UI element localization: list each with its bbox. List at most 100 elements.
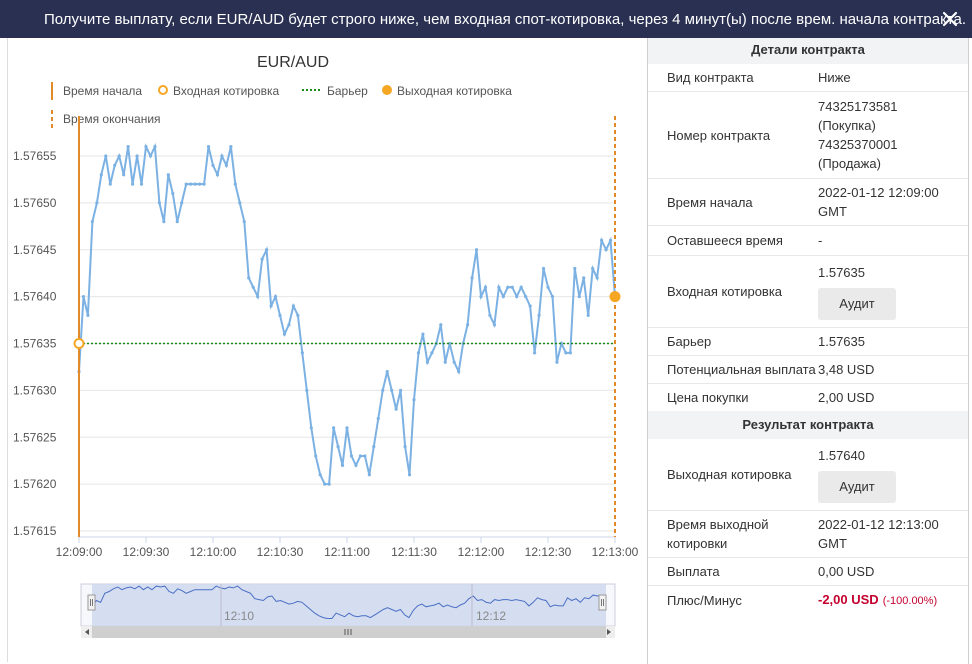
- exit-audit-button[interactable]: Аудит: [818, 471, 896, 503]
- x-tick-label: 12:09:00: [56, 545, 103, 559]
- price-point: [550, 295, 555, 299]
- price-point: [175, 220, 179, 224]
- price-point: [524, 295, 528, 299]
- price-point: [291, 304, 295, 308]
- detail-value: 1.57635: [818, 334, 865, 349]
- detail-label: Вид контракта: [667, 70, 754, 85]
- price-point: [421, 332, 425, 336]
- panel-right-border: [968, 38, 969, 664]
- price-point: [412, 398, 416, 402]
- price-point: [189, 182, 193, 186]
- close-button[interactable]: [936, 6, 964, 32]
- detail-label: Цена покупки: [667, 390, 749, 405]
- exit-spot-legend-icon: [382, 85, 392, 95]
- detail-label: Входная котировка: [667, 284, 783, 299]
- legend-exit-spot: Выходная котировка: [397, 84, 512, 98]
- detail-row-remaining-time: Оставшееся время -: [648, 226, 968, 256]
- close-icon: [942, 11, 958, 27]
- navigator-label-1210: 12:10: [224, 609, 254, 623]
- y-tick-label: 1.57655: [13, 149, 57, 163]
- contract-id-sell: 74325370001: [818, 137, 898, 152]
- detail-row-start-time: Время начала 2022-01-12 12:09:00 GMT: [648, 179, 968, 226]
- detail-value: -: [818, 233, 823, 248]
- price-point: [153, 145, 157, 149]
- navigator-right-handle[interactable]: [598, 594, 607, 611]
- price-point: [90, 220, 94, 224]
- price-point: [577, 295, 581, 299]
- profit-loss-percent: (-100.00%): [882, 594, 938, 607]
- navigator-left-handle[interactable]: [87, 594, 96, 611]
- detail-label: Потенциальная выплата: [667, 362, 816, 377]
- detail-row-contract-number: Номер контракта 74325173581 (Покупка) 74…: [648, 92, 968, 179]
- y-axis: 1.57655 1.57650 1.57645 1.57640 1.57635 1.576…: [13, 149, 57, 538]
- price-point: [573, 266, 577, 271]
- price-point: [528, 304, 532, 308]
- price-point: [269, 304, 273, 308]
- price-point: [233, 182, 237, 186]
- price-point: [224, 163, 228, 167]
- x-tick-label: 12:11:30: [391, 545, 437, 559]
- price-point: [202, 182, 206, 186]
- legend-entry-spot: Входная котировка: [173, 84, 280, 98]
- price-point: [287, 323, 291, 327]
- start-time-tz: GMT: [818, 204, 847, 219]
- price-point: [403, 445, 407, 449]
- y-tick-label: 1.57640: [13, 290, 57, 304]
- legend-barrier: Барьер: [327, 84, 368, 98]
- contract-id-buy-note: (Покупка): [818, 118, 876, 133]
- exit-time-tz: GMT: [818, 536, 847, 551]
- price-point: [586, 313, 590, 317]
- y-tick-label: 1.57630: [13, 383, 57, 397]
- price-point: [314, 454, 318, 458]
- price-point: [385, 370, 389, 374]
- price-point: [166, 173, 170, 177]
- price-point: [300, 351, 304, 355]
- price-point: [242, 220, 246, 224]
- price-point: [372, 445, 376, 449]
- scroll-left-icon: [85, 629, 89, 635]
- price-point: [99, 173, 103, 177]
- y-tick-label: 1.57635: [13, 337, 57, 351]
- price-point: [157, 201, 161, 205]
- x-tick-label: 12:10:00: [190, 545, 237, 559]
- price-point: [238, 201, 242, 205]
- price-point: [273, 295, 278, 299]
- price-point: [367, 473, 371, 477]
- panel-divider: [647, 38, 648, 664]
- x-tick-label: 12:11:00: [324, 545, 370, 559]
- contract-details-panel: Детали контракта Вид контракта Ниже Номе…: [648, 38, 968, 660]
- navigator-selection: [92, 584, 606, 626]
- x-axis: 12:09:00 12:09:30 12:10:00 12:10:30 12:11:00…: [56, 536, 639, 559]
- y-tick-label: 1.57620: [13, 477, 57, 491]
- price-series: [77, 142, 617, 486]
- price-point: [220, 154, 224, 158]
- price-chart[interactable]: EUR/AUD Время начала Входная котировка Б…: [8, 38, 648, 662]
- x-tick-label: 12:13:00: [592, 545, 639, 559]
- price-point: [95, 201, 99, 205]
- y-tick-label: 1.57615: [13, 524, 57, 538]
- price-point: [332, 426, 336, 430]
- result-row-exit-time: Время выходной котировки 2022-01-12 12:1…: [648, 511, 968, 558]
- price-point: [247, 276, 251, 280]
- chart-navigator[interactable]: 12:10 12:12: [80, 583, 616, 627]
- chart-title: EUR/AUD: [257, 54, 329, 71]
- price-point: [448, 341, 452, 346]
- exit-time-label-line2: котировки: [667, 536, 728, 551]
- price-point: [86, 313, 90, 317]
- price-point: [546, 285, 550, 289]
- x-tick-label: 12:10:30: [257, 545, 304, 559]
- entry-spot-value: 1.57635: [818, 265, 865, 280]
- price-point: [260, 257, 264, 261]
- price-point: [474, 248, 479, 252]
- price-point: [180, 201, 184, 205]
- chart-markers: [73, 116, 621, 537]
- y-tick-label: 1.57625: [13, 430, 57, 444]
- navigator-scrollbar[interactable]: [81, 626, 615, 638]
- detail-row-contract-type: Вид контракта Ниже: [648, 64, 968, 92]
- detail-row-purchase-price: Цена покупки 2,00 USD: [648, 384, 968, 411]
- legend-end-time: Время окончания: [63, 112, 161, 126]
- entry-audit-button[interactable]: Аудит: [818, 288, 896, 320]
- detail-value: 0,00 USD: [818, 564, 875, 579]
- price-point: [256, 295, 260, 299]
- price-point: [278, 313, 282, 317]
